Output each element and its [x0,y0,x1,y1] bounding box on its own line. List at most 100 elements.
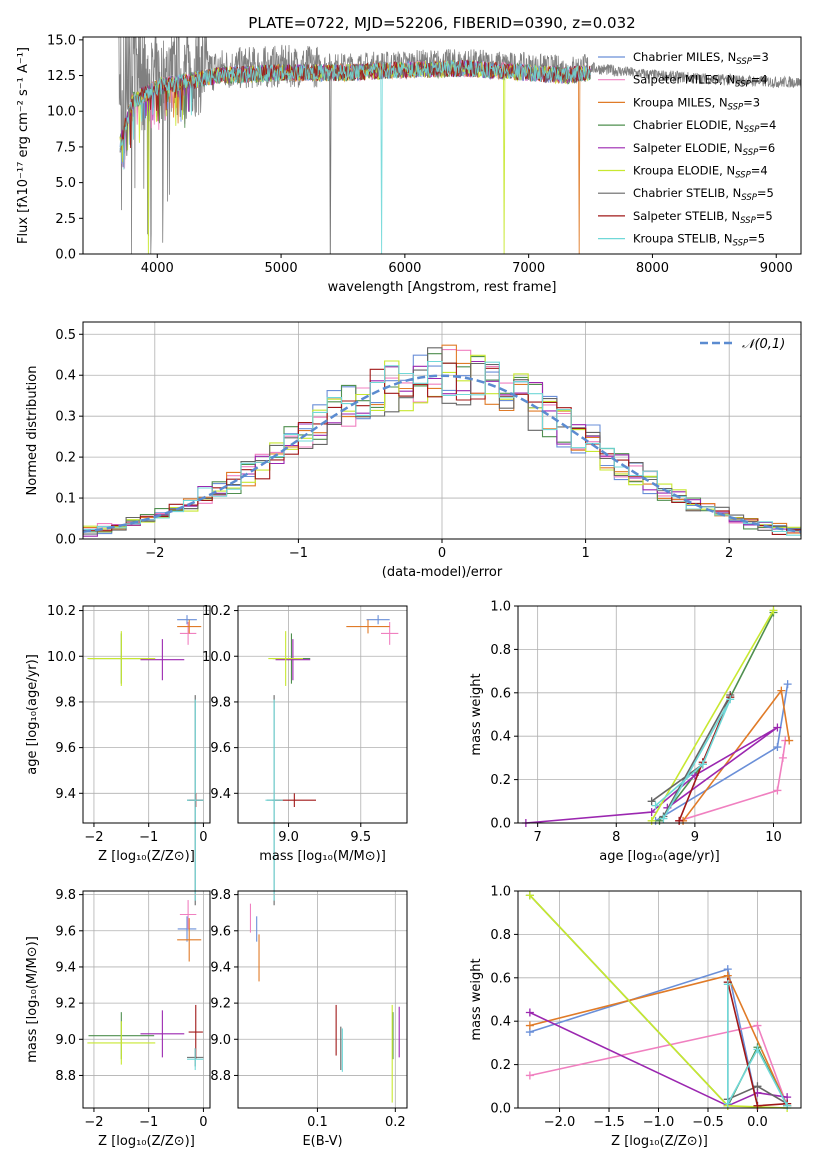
y-tick-label: 1.0 [490,600,511,615]
x-tick-label: −2.0 [544,1115,576,1130]
x-tick-label: 5000 [265,261,298,276]
y-tick-label: 0.0 [490,1102,511,1117]
y-tick-label: 0.8 [490,643,511,658]
y-tick-label: 0.4 [490,1015,511,1030]
y-tick-label: 0.4 [55,369,76,384]
y-tick-label: 9.8 [55,695,76,710]
point-marker [773,743,782,752]
x-tick-label: 1 [581,546,589,561]
residual-histogram-frame [82,321,802,540]
legend-entry: Salpeter STELIB, NSSP=5 [633,209,773,226]
y-tick-label: 0.0 [55,248,76,263]
point-marker [753,1082,762,1091]
spectrum-xlabel: wavelength [Angstrom, rest frame] [328,280,557,295]
mass-weight-vs-age-axes: 7 8 9 10 0.0 0.2 0.4 0.6 0.8 1.0 [490,600,801,845]
legend-entry: Chabrier ELODIE, NSSP=4 [633,118,776,135]
mass-vs-ebv-axes: 0.1 0.2 8.8 9.0 9.2 9.4 9.6 9.8 [210,888,407,1130]
y-tick-label: 10.2 [47,604,76,619]
y-tick-label: 0.4 [490,730,511,745]
model-spectrum [119,60,591,254]
y-tick-label: 8.8 [55,1069,76,1084]
y-tick-label: 9.8 [210,695,231,710]
y-tick-label: 9.4 [55,960,76,975]
x-tick-label: 0.2 [385,1115,406,1130]
legend-entry: Chabrier STELIB, NSSP=5 [633,186,774,203]
y-tick-label: 5.0 [55,176,76,191]
x-tick-label: 0.0 [747,1115,768,1130]
mass-vs-metallicity-points [87,900,204,1071]
age-vs-mass-axes: 9.0 9.5 9.4 9.6 9.8 10.0 10.2 [202,604,407,845]
spectrum-frame [82,36,802,255]
x-tick-label: 7 [534,830,542,845]
series-line [678,740,787,822]
point-marker [525,1008,534,1017]
mass-weight-vs-age-ylabel: mass weight [469,673,484,755]
point-marker [698,760,707,769]
y-tick-label: 9.6 [55,741,76,756]
point-marker [753,1101,762,1110]
y-tick-label: 0.5 [55,328,76,343]
y-tick-label: 9.2 [55,997,76,1012]
legend-gauss-label: 𝒩(0,1) [742,337,785,352]
point-marker [783,680,792,689]
mass-weight-vs-age-frame [517,605,802,824]
y-tick-label: 0.1 [55,492,76,507]
y-tick-label: 9.4 [55,787,76,802]
x-tick-label: 9000 [760,261,793,276]
residual-histogram-ylabel: Normed distribution [25,366,40,496]
point-marker [778,753,787,762]
mass-vs-metallicity-xlabel: Z [log₁₀(Z/Z⊙)] [98,1134,195,1149]
age-vs-metallicity-ylabel: age [log₁₀(age/yr)] [25,654,40,775]
y-tick-label: 12.5 [47,69,76,84]
x-tick-label: 8 [612,830,620,845]
point-marker [726,695,735,704]
y-tick-label: 9.6 [210,741,231,756]
legend-entry: Kroupa STELIB, NSSP=5 [633,232,765,249]
series-line [727,984,788,1107]
y-tick-label: 8.8 [210,1069,231,1084]
point-marker [769,606,778,615]
series-line [529,968,759,1106]
point-marker [525,1071,534,1080]
y-tick-label: 15.0 [47,33,76,48]
x-tick-label: 7000 [512,261,545,276]
point-marker [723,980,732,989]
y-tick-label: 10.2 [202,604,231,619]
point-marker [659,814,668,823]
spectrum-lines [118,37,801,254]
age-vs-mass-points [265,615,399,906]
y-tick-label: 0.3 [55,410,76,425]
mass-vs-metallicity-ylabel: mass [log₁₀(M/M⊙)] [25,936,40,1063]
point-marker [675,816,684,825]
y-tick-label: 0.0 [490,817,511,832]
mass-vs-ebv-points [249,903,400,1103]
histograms [83,344,801,538]
y-tick-label: 9.6 [55,924,76,939]
y-tick-label: 1.0 [490,885,511,900]
point-marker [647,808,656,817]
residual-histogram-xlabel: (data-model)/error [382,565,503,580]
x-tick-label: −1 [139,1115,158,1130]
age-vs-mass-frame [237,605,408,824]
point-marker [773,723,782,732]
x-tick-label: 0 [199,830,207,845]
legend-entry: Kroupa ELODIE, NSSP=4 [633,164,768,181]
mass-weight-vs-metallicity-xlabel: Z [log₁₀(Z/Z⊙)] [611,1134,708,1149]
y-tick-label: 9.6 [210,924,231,939]
y-tick-label: 9.4 [210,787,231,802]
x-tick-label: 9 [691,830,699,845]
gaussian-curve [83,374,801,534]
y-tick-label: 0.2 [55,451,76,466]
y-tick-label: 2.5 [55,212,76,227]
series-line [655,698,732,820]
y-tick-label: 0.6 [490,686,511,701]
x-tick-label: 9.0 [278,830,299,845]
x-tick-label: −2 [84,1115,103,1130]
y-tick-label: 9.2 [210,997,231,1012]
y-tick-label: 0.8 [490,928,511,943]
y-tick-label: 0.2 [490,773,511,788]
x-tick-label: −0.5 [692,1115,724,1130]
y-tick-label: 10.0 [47,105,76,120]
point-marker [773,786,782,795]
y-tick-label: 9.4 [210,960,231,975]
